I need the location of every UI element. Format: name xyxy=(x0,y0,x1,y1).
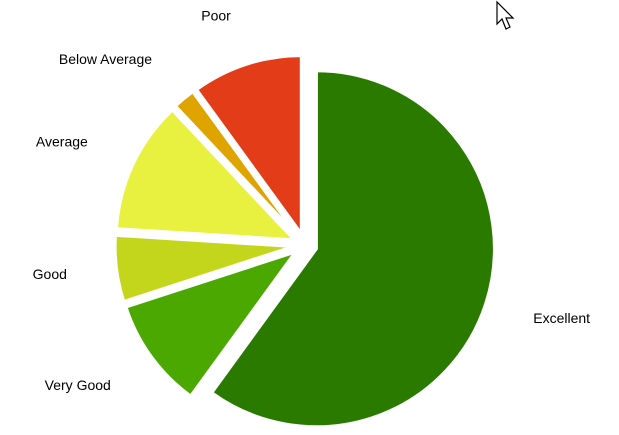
pie-slice xyxy=(194,54,303,239)
mouse-cursor xyxy=(496,0,515,30)
slice-label: Good xyxy=(33,266,67,282)
slice-label: Excellent xyxy=(533,310,590,326)
pie-slice xyxy=(209,69,496,429)
slice-label: Poor xyxy=(201,7,231,23)
slice-label: Very Good xyxy=(45,377,111,393)
pie-slice xyxy=(124,249,300,399)
pie-slice xyxy=(113,233,294,304)
slice-label: Average xyxy=(36,134,88,150)
pie-slice xyxy=(114,108,298,242)
pie-slice xyxy=(173,89,299,237)
slice-label: Below Average xyxy=(59,51,152,67)
